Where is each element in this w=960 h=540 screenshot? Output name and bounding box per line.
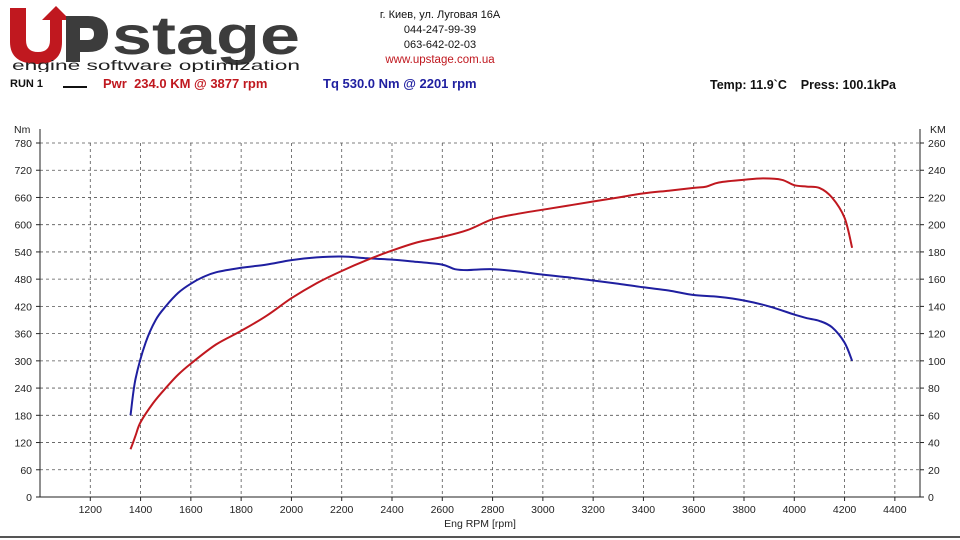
- right-axis-label: KM: [930, 124, 946, 136]
- left-tick-label: 600: [14, 220, 32, 232]
- right-tick-label: 80: [928, 383, 940, 395]
- left-tick-label: 0: [26, 492, 32, 504]
- right-tick-label: 200: [928, 220, 946, 232]
- right-tick-label: 140: [928, 301, 946, 313]
- right-tick-label: 100: [928, 356, 946, 368]
- website-link[interactable]: www.upstage.com.ua: [385, 54, 495, 66]
- left-axis-label: Nm: [14, 124, 31, 136]
- right-tick-label: 260: [928, 138, 946, 150]
- x-tick-label: 2600: [431, 504, 455, 516]
- left-tick-label: 120: [14, 438, 32, 450]
- phone-2: 063-642-02-03: [403, 39, 477, 51]
- chart-axes: 0 60 120 180 240 300 360 420 480 540 600 660 720 780 0…: [14, 129, 946, 516]
- x-tick-label: 1400: [129, 504, 153, 516]
- x-tick-label: 3200: [581, 504, 605, 516]
- x-tick-label: 4000: [783, 504, 807, 516]
- left-tick-label: 720: [14, 165, 32, 177]
- chart-series: [129, 177, 854, 450]
- left-tick-label: 240: [14, 383, 32, 395]
- upstage-logo: stage engine software optimization: [10, 6, 300, 72]
- x-tick-label: 4200: [833, 504, 857, 516]
- x-tick-label: 2800: [481, 504, 505, 516]
- x-tick-label: 3800: [732, 504, 756, 516]
- logo-text: stage: [112, 6, 300, 66]
- dyno-chart: 0 60 120 180 240 300 360 420 480 540 600 660 720 780 0…: [14, 124, 946, 530]
- run-summary: RUN 1 Pwr 234.0 KM @ 3877 rpm Tq 530.0 N…: [0, 76, 960, 96]
- x-tick-label: 2000: [280, 504, 304, 516]
- right-tick-label: 180: [928, 247, 946, 259]
- right-tick-label: 220: [928, 192, 946, 204]
- logo-tagline: engine software optimization: [12, 57, 300, 72]
- x-tick-label: 1600: [179, 504, 203, 516]
- left-tick-label: 360: [14, 329, 32, 341]
- peak-power-text: Pwr 234.0 KM @ 3877 rpm: [103, 76, 268, 91]
- torque-curve: [129, 255, 854, 416]
- left-tick-label: 420: [14, 301, 32, 313]
- left-tick-label: 660: [14, 192, 32, 204]
- right-tick-label: 160: [928, 274, 946, 286]
- right-tick-label: 120: [928, 329, 946, 341]
- right-tick-label: 240: [928, 165, 946, 177]
- left-tick-label: 780: [14, 138, 32, 150]
- run-label: RUN 1: [10, 78, 44, 90]
- x-tick-label: 3000: [531, 504, 555, 516]
- right-tick-label: 60: [928, 410, 940, 422]
- chart-grid: [40, 142, 920, 497]
- logo-mark: [10, 6, 108, 64]
- conditions-text: Temp: 11.9`C Press: 100.1kPa: [710, 78, 896, 92]
- power-curve: [129, 177, 854, 450]
- right-tick-label: 0: [928, 492, 934, 504]
- x-axis-label: Eng RPM [rpm]: [444, 518, 516, 530]
- x-tick-label: 2200: [330, 504, 354, 516]
- x-tick-label: 3400: [632, 504, 656, 516]
- address-text: г. Киев, ул. Луговая 16А: [379, 9, 501, 21]
- left-tick-label: 480: [14, 274, 32, 286]
- bottom-border: [0, 536, 960, 538]
- x-tick-label: 4400: [883, 504, 907, 516]
- peak-torque-text: Tq 530.0 Nm @ 2201 rpm: [323, 76, 477, 91]
- x-tick-label: 1800: [229, 504, 253, 516]
- left-tick-label: 540: [14, 247, 32, 259]
- right-tick-label: 40: [928, 438, 940, 450]
- run-line-sample: [63, 86, 87, 88]
- x-tick-label: 3600: [682, 504, 706, 516]
- left-tick-label: 60: [20, 465, 32, 477]
- x-tick-label: 1200: [79, 504, 103, 516]
- right-tick-label: 20: [928, 465, 940, 477]
- phone-1: 044-247-99-39: [403, 24, 477, 36]
- left-tick-label: 300: [14, 356, 32, 368]
- left-tick-label: 180: [14, 410, 32, 422]
- x-tick-label: 2400: [380, 504, 404, 516]
- contact-block: г. Киев, ул. Луговая 16А 044-247-99-39 0…: [330, 8, 550, 68]
